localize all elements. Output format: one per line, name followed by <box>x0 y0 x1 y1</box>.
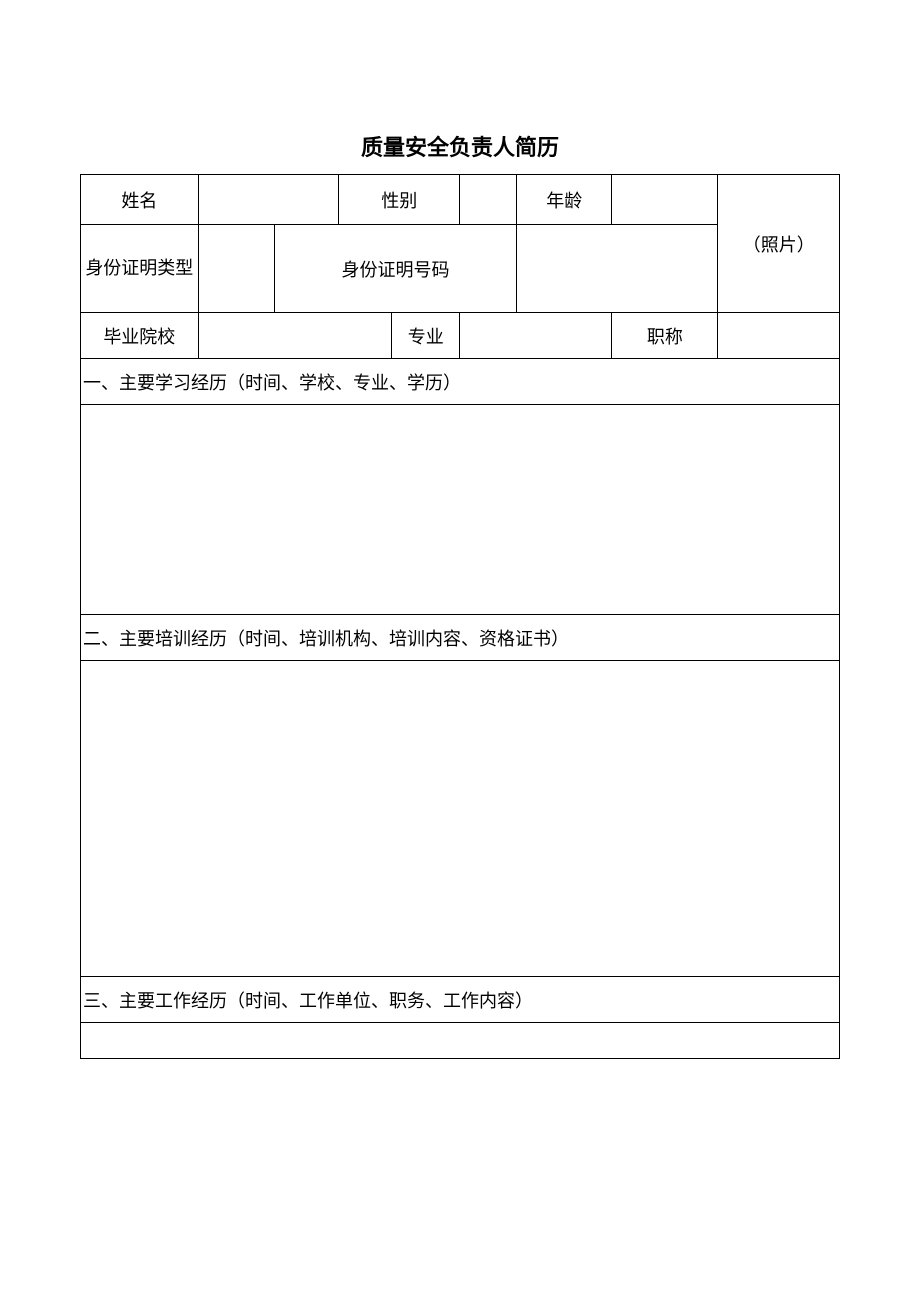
label-photo: （照片） <box>718 175 840 313</box>
value-major <box>460 313 612 359</box>
resume-table: 姓名 性别 年龄 （照片） 身份证明类型 身份证明号码 毕业院校 专业 职称 一… <box>80 174 840 1059</box>
value-id-number <box>517 225 718 313</box>
label-gender: 性别 <box>339 175 460 225</box>
section-1-body <box>81 405 840 615</box>
value-gender <box>460 175 517 225</box>
label-major: 专业 <box>392 313 460 359</box>
label-job-title: 职称 <box>612 313 718 359</box>
value-age <box>612 175 718 225</box>
section-2-body <box>81 661 840 977</box>
label-name: 姓名 <box>81 175 199 225</box>
value-id-type <box>198 225 274 313</box>
document-title: 质量安全负责人简历 <box>80 130 840 162</box>
label-id-number: 身份证明号码 <box>274 225 517 313</box>
label-id-type: 身份证明类型 <box>81 225 199 313</box>
value-school <box>198 313 392 359</box>
section-2-header: 二、主要培训经历（时间、培训机构、培训内容、资格证书） <box>81 615 840 661</box>
section-1-header: 一、主要学习经历（时间、学校、专业、学历） <box>81 359 840 405</box>
section-3-header: 三、主要工作经历（时间、工作单位、职务、工作内容） <box>81 977 840 1023</box>
section-3-body <box>81 1023 840 1059</box>
value-name <box>198 175 338 225</box>
label-school: 毕业院校 <box>81 313 199 359</box>
label-age: 年龄 <box>517 175 612 225</box>
value-job-title <box>718 313 840 359</box>
